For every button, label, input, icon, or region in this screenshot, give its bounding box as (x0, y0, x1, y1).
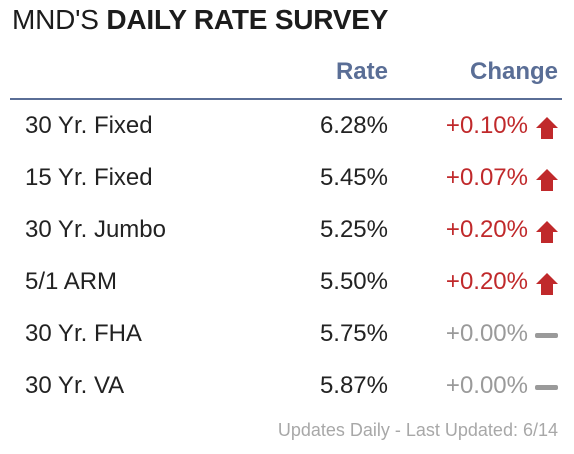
product-name: 15 Yr. Fixed (25, 164, 153, 191)
rate-column-header: Rate (335, 58, 388, 85)
product-name: 30 Yr. FHA (25, 320, 142, 347)
change-value: +0.20% (445, 216, 528, 243)
change-value: +0.20% (445, 268, 528, 295)
rate-value: 5.45% (319, 164, 388, 191)
table-row: 30 Yr. Jumbo 5.25% +0.20% (0, 205, 574, 257)
change-value: +0.07% (445, 164, 528, 191)
rate-value: 5.75% (319, 320, 388, 347)
product-name: 5/1 ARM (25, 268, 118, 295)
dash-icon (535, 333, 558, 338)
arrow-up-icon (536, 169, 558, 191)
widget-title: MND'S DAILY RATE SURVEY (12, 4, 388, 36)
product-name: 30 Yr. Jumbo (25, 216, 166, 243)
dash-icon (535, 385, 558, 390)
table-row: 30 Yr. FHA 5.75% +0.00% (0, 309, 574, 361)
title-prefix: MND'S (12, 4, 99, 35)
title-emphasis: DAILY RATE SURVEY (106, 4, 389, 35)
product-name: 30 Yr. Fixed (25, 112, 153, 139)
rate-value: 5.25% (319, 216, 388, 243)
rate-value: 5.50% (319, 268, 388, 295)
table-row: 30 Yr. Fixed 6.28% +0.10% (0, 101, 574, 153)
change-column-header: Change (469, 58, 558, 85)
change-value: +0.00% (445, 372, 528, 399)
change-value: +0.00% (445, 320, 528, 347)
table-row: 15 Yr. Fixed 5.45% +0.07% (0, 153, 574, 205)
rate-table: 30 Yr. Fixed 6.28% +0.10% 15 Yr. Fixed 5… (0, 101, 574, 413)
header-divider (10, 98, 562, 100)
product-name: 30 Yr. VA (25, 372, 125, 399)
rate-value: 5.87% (319, 372, 388, 399)
update-note: Updates Daily - Last Updated: 6/14 (277, 420, 558, 440)
arrow-up-icon (536, 117, 558, 139)
rate-value: 6.28% (319, 112, 388, 139)
table-row: 5/1 ARM 5.50% +0.20% (0, 257, 574, 309)
change-value: +0.10% (445, 112, 528, 139)
arrow-up-icon (536, 273, 558, 295)
table-row: 30 Yr. VA 5.87% +0.00% (0, 361, 574, 413)
arrow-up-icon (536, 221, 558, 243)
